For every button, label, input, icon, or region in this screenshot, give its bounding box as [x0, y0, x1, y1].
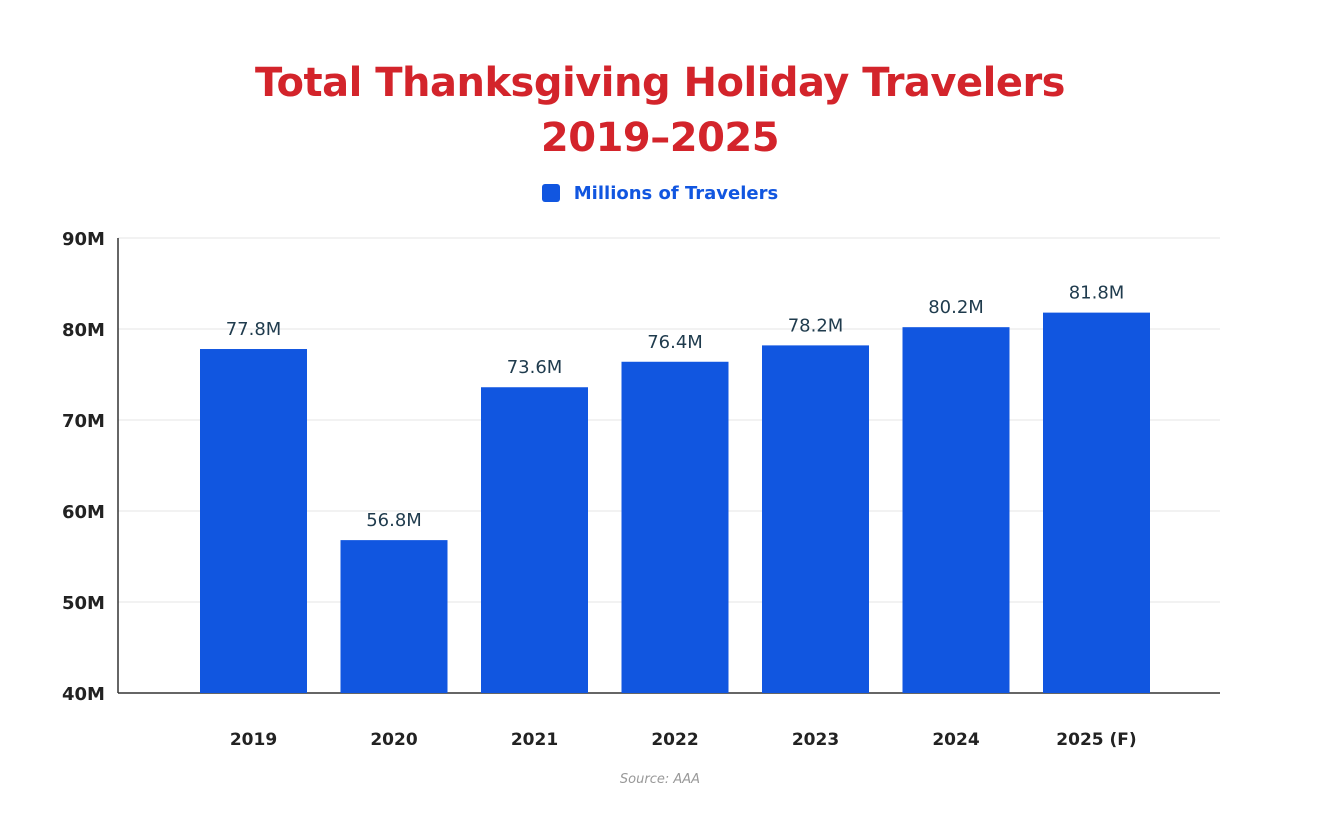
data-label: 56.8M — [366, 510, 422, 531]
x-tick-label: 2021 — [511, 730, 558, 750]
x-tick-label: 2020 — [370, 730, 417, 750]
bar — [621, 361, 729, 693]
source-note: Source: AAA — [619, 772, 701, 787]
legend: Millions of Travelers — [0, 183, 1320, 204]
legend-swatch — [541, 184, 560, 202]
data-label: 80.2M — [928, 297, 984, 318]
x-tick-label: 2023 — [792, 730, 839, 750]
x-tick-label: 2024 — [932, 730, 979, 750]
y-tick-label: 50M — [62, 593, 105, 614]
data-label: 81.8M — [1069, 283, 1125, 304]
data-label: 78.2M — [788, 315, 844, 336]
data-label: 73.6M — [507, 357, 563, 378]
data-label: 76.4M — [647, 332, 703, 353]
y-tick-label: 70M — [62, 411, 105, 432]
bar — [200, 349, 307, 693]
x-tick-label: 2022 — [651, 730, 698, 750]
y-tick-label: 90M — [62, 229, 105, 250]
bar — [340, 540, 448, 693]
y-tick-label: 60M — [62, 502, 105, 523]
y-tick-label: 80M — [62, 320, 105, 341]
bar — [762, 345, 869, 693]
x-tick-label: 2019 — [230, 730, 277, 750]
chart-title: Total Thanksgiving Holiday Travelers — [255, 60, 1065, 106]
bar — [1043, 312, 1150, 693]
x-tick-label: 2025 (F) — [1056, 730, 1136, 750]
legend-label: Millions of Travelers — [573, 183, 779, 204]
data-label: 77.8M — [226, 319, 282, 340]
y-tick-label: 40M — [62, 684, 105, 705]
chart-subtitle: 2019–2025 — [540, 115, 780, 161]
bar — [481, 387, 588, 693]
bar — [902, 327, 1010, 693]
